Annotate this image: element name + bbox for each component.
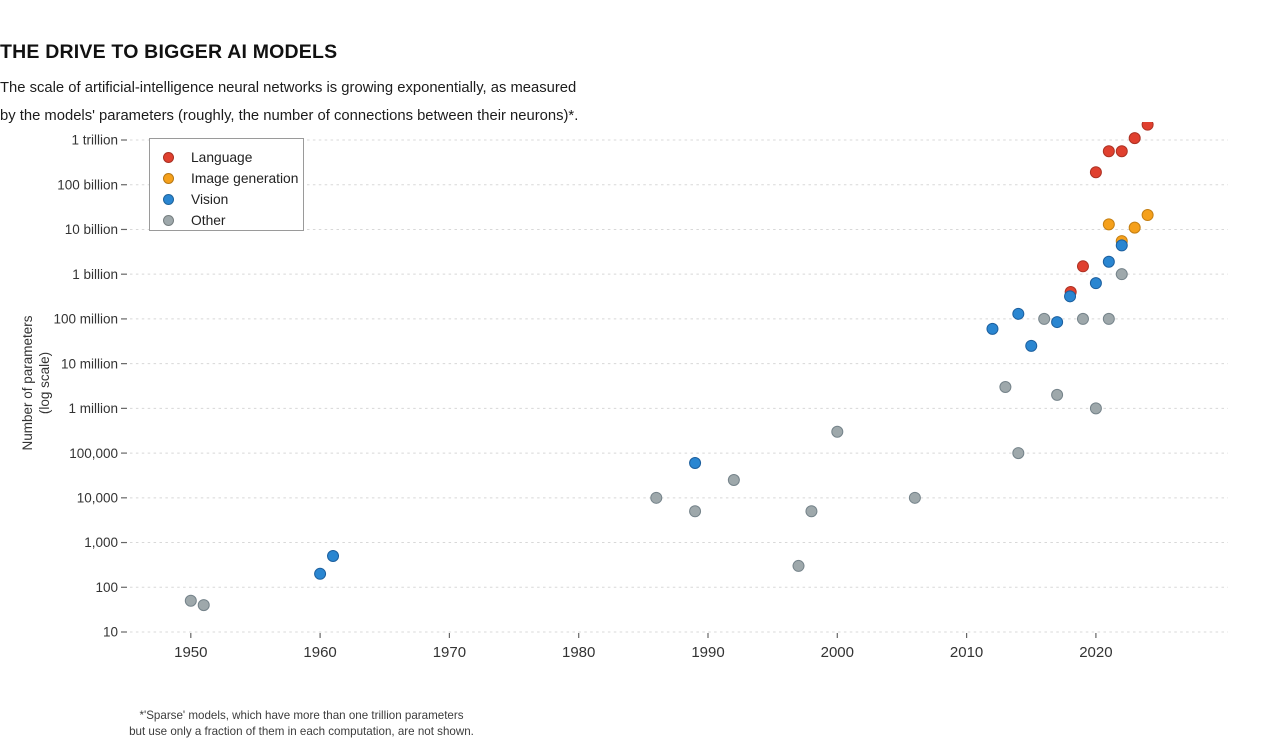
data-point-other	[999, 381, 1012, 394]
data-point-other	[650, 491, 663, 504]
chart-legend: Language Image generation Vision Other	[149, 138, 304, 231]
x-tick-label: 1950	[174, 644, 207, 661]
y-tick-label: 10	[103, 625, 118, 640]
x-tick-label: 2020	[1079, 644, 1112, 661]
data-point-vision	[1025, 339, 1038, 352]
y-tick-label: 100,000	[69, 446, 118, 461]
y-tick-label: 100 million	[53, 312, 118, 327]
legend-item-other: Other	[150, 210, 303, 231]
footnote-line1: *'Sparse' models, which have more than o…	[139, 709, 464, 722]
data-point-language	[1102, 145, 1115, 158]
y-tick-label: 1,000	[84, 535, 118, 550]
legend-label-language: Language	[191, 150, 253, 165]
data-point-vision	[1051, 316, 1064, 329]
data-point-vision	[1089, 277, 1102, 290]
data-point-vision	[1064, 290, 1077, 303]
data-point-other	[792, 559, 805, 572]
data-point-vision	[314, 567, 327, 580]
y-tick-label: 100 billion	[57, 177, 118, 192]
y-tick-label: 1 million	[68, 401, 118, 416]
legend-dot-vision	[163, 194, 174, 205]
data-point-image-generation	[1102, 218, 1115, 231]
data-point-other	[1038, 312, 1051, 325]
data-point-other	[1089, 402, 1102, 415]
y-tick-label: 1 billion	[72, 267, 118, 282]
data-point-other	[1102, 312, 1115, 325]
data-point-language	[1089, 166, 1102, 179]
chart-subtitle-line1: The scale of artificial-intelligence neu…	[0, 80, 577, 96]
data-point-vision	[689, 457, 702, 470]
y-tick-label: 10 million	[61, 356, 118, 371]
data-point-other	[1012, 447, 1025, 460]
legend-label-vision: Vision	[191, 192, 229, 207]
data-point-vision	[1012, 307, 1025, 320]
data-point-other	[1076, 312, 1089, 325]
data-point-other	[197, 599, 210, 612]
chart-title: THE DRIVE TO BIGGER AI MODELS	[0, 41, 338, 63]
data-point-vision	[1102, 255, 1115, 268]
x-tick-label: 1980	[562, 644, 595, 661]
data-point-vision	[327, 550, 340, 563]
y-tick-label: 10,000	[77, 491, 118, 506]
data-point-language	[1128, 132, 1141, 145]
data-point-other	[727, 474, 740, 487]
footnote: *'Sparse' models, which have more than o…	[129, 708, 474, 738]
data-point-image-generation	[1141, 209, 1154, 222]
data-point-other	[908, 491, 921, 504]
data-point-vision	[986, 322, 999, 335]
y-tick-label: 100	[95, 580, 118, 595]
x-tick-label: 2010	[950, 644, 983, 661]
legend-item-image-generation: Image generation	[150, 168, 303, 189]
data-point-language	[1115, 145, 1128, 158]
data-point-other	[831, 425, 844, 438]
x-tick-label: 1960	[303, 644, 336, 661]
data-point-image-generation	[1128, 221, 1141, 234]
legend-dot-image-generation	[163, 173, 174, 184]
y-tick-label: 1 trillion	[71, 133, 118, 148]
y-tick-label: 10 billion	[65, 222, 118, 237]
x-tick-label: 1970	[433, 644, 466, 661]
data-point-vision	[1115, 239, 1128, 252]
data-point-other	[1051, 388, 1064, 401]
legend-item-language: Language	[150, 147, 303, 168]
data-point-other	[689, 505, 702, 518]
x-tick-label: 1990	[691, 644, 724, 661]
data-point-other	[1115, 268, 1128, 281]
chart-subtitle-line2: by the models' parameters (roughly, the …	[0, 108, 579, 124]
legend-label-other: Other	[191, 213, 226, 228]
legend-item-vision: Vision	[150, 189, 303, 210]
footnote-line2: but use only a fraction of them in each …	[129, 724, 474, 738]
data-point-other	[805, 505, 818, 518]
data-point-other	[184, 594, 197, 607]
legend-label-image-generation: Image generation	[191, 171, 299, 186]
data-point-language	[1141, 122, 1154, 131]
legend-dot-language	[163, 152, 174, 163]
legend-dot-other	[163, 215, 174, 226]
data-point-language	[1076, 260, 1089, 273]
x-tick-label: 2000	[821, 644, 854, 661]
